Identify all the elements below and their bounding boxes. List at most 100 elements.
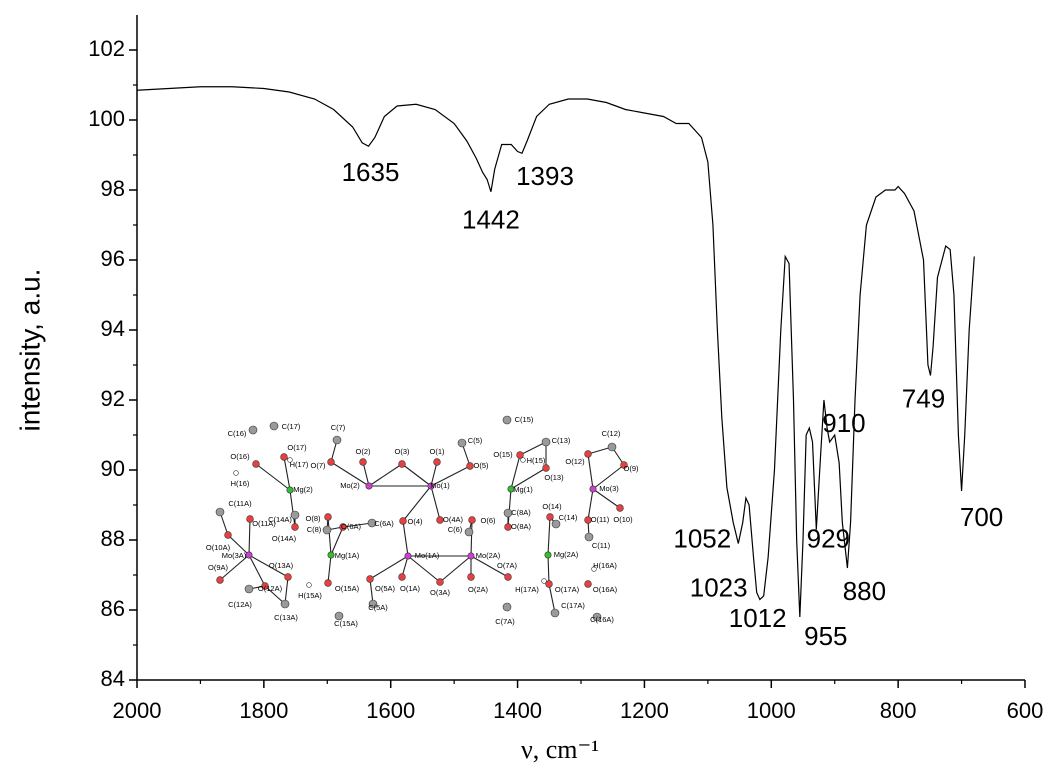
atom: [468, 574, 475, 581]
atom: [307, 583, 312, 588]
bond: [328, 517, 331, 555]
atom-label: O(8): [306, 514, 322, 523]
atom-label: O(4): [408, 517, 424, 526]
atom-label: O(12A): [258, 584, 283, 593]
atom-label: Mg(2): [293, 485, 313, 494]
bond: [403, 521, 408, 556]
atom-label: O(14A): [272, 534, 297, 543]
atom: [546, 581, 553, 588]
atom-label: C(8A): [511, 508, 531, 517]
atom-label: Mo(3A): [222, 551, 247, 560]
peak-label: 1012: [729, 603, 787, 633]
bond: [520, 442, 546, 455]
atom-label: C(5A): [368, 603, 388, 612]
atom-label: O(7): [311, 461, 327, 470]
atom: [458, 439, 466, 447]
atom-label: H(15A): [298, 591, 322, 600]
atom: [360, 459, 367, 466]
atom-label: H(16A): [593, 561, 617, 570]
atom-label: O(14): [542, 502, 562, 511]
atom: [325, 580, 332, 587]
atom-label: O(3A): [430, 588, 451, 597]
y-tick-label: 96: [101, 246, 125, 271]
atom: [505, 574, 512, 581]
atom: [323, 526, 331, 534]
atom-label: C(17): [282, 422, 301, 431]
bond: [402, 464, 431, 486]
atom: [551, 609, 559, 617]
peak-label: 929: [807, 523, 850, 553]
y-tick-label: 98: [101, 176, 125, 201]
atom: [285, 574, 292, 581]
y-tick-label: 94: [101, 316, 125, 341]
atom: [270, 422, 278, 430]
peak-label: 1023: [690, 572, 748, 602]
atom: [281, 454, 288, 461]
bond: [431, 486, 440, 520]
atom-label: Mo(3): [599, 484, 619, 493]
atom-label: Mg(1A): [335, 551, 360, 560]
atom: [545, 552, 551, 558]
atom-label: C(15A): [334, 619, 358, 628]
atom-label: O(5): [474, 461, 490, 470]
atom: [437, 579, 444, 586]
atom: [465, 528, 473, 536]
atom: [333, 436, 341, 444]
atom-label: Mo(2): [340, 481, 360, 490]
atom-label: Mg(1): [513, 485, 533, 494]
atom-label: Mo(1A): [415, 551, 440, 560]
peak-label: 1635: [342, 157, 400, 187]
atom-label: C(11A): [228, 499, 252, 508]
atom: [399, 574, 406, 581]
x-tick-label: 1400: [493, 698, 542, 723]
atom-label: O(1A): [400, 584, 421, 593]
atom-label: C(16A): [590, 615, 614, 624]
atom: [585, 451, 592, 458]
atom-label: O(10): [613, 515, 633, 524]
atom-label: C(5): [468, 436, 483, 445]
atom-label: O(7A): [497, 561, 518, 570]
atom: [405, 553, 411, 559]
y-tick-label: 92: [101, 386, 125, 411]
atom-label: Mg(2A): [554, 550, 579, 559]
atom-label: O(15A): [335, 584, 360, 593]
atom: [547, 514, 554, 521]
atom: [246, 552, 252, 558]
bond: [328, 555, 331, 583]
atom-label: C(6): [448, 525, 463, 534]
peak-label: 1052: [673, 523, 731, 553]
peak-label: 700: [960, 502, 1003, 532]
atom: [400, 518, 407, 525]
atom-label: C(14): [559, 513, 578, 522]
atom-label: O(12): [565, 457, 585, 466]
atom-label: C(7): [331, 423, 346, 432]
atom: [608, 443, 616, 451]
peak-label: 910: [822, 408, 865, 438]
atom-label: O(5A): [375, 584, 396, 593]
page: {"chart_data": {"type": "line", "ylabel"…: [0, 0, 1056, 778]
atom-label: O(9): [624, 464, 640, 473]
atom-label: H(16): [231, 479, 250, 488]
x-tick-label: 2000: [113, 698, 162, 723]
atom: [542, 438, 550, 446]
atom-label: O(6): [481, 516, 497, 525]
atom-label: O(15): [493, 450, 513, 459]
x-tick-label: 800: [880, 698, 917, 723]
atom: [469, 517, 476, 524]
atom: [234, 471, 239, 476]
atom-label: C(16): [228, 429, 247, 438]
atom-label: C(13A): [274, 613, 298, 622]
atom-label: H(17): [290, 460, 309, 469]
x-tick-label: 600: [1007, 698, 1044, 723]
y-axis-label: intensity, a.u.: [14, 269, 45, 432]
atom: [503, 416, 511, 424]
atom: [503, 603, 511, 611]
y-tick-label: 90: [101, 456, 125, 481]
atom: [585, 581, 592, 588]
atom: [328, 552, 334, 558]
atom-label: H(15): [527, 456, 546, 465]
atom-label: Mo(1): [430, 481, 450, 490]
atom: [585, 533, 593, 541]
atom: [253, 461, 260, 468]
atom: [216, 508, 224, 516]
